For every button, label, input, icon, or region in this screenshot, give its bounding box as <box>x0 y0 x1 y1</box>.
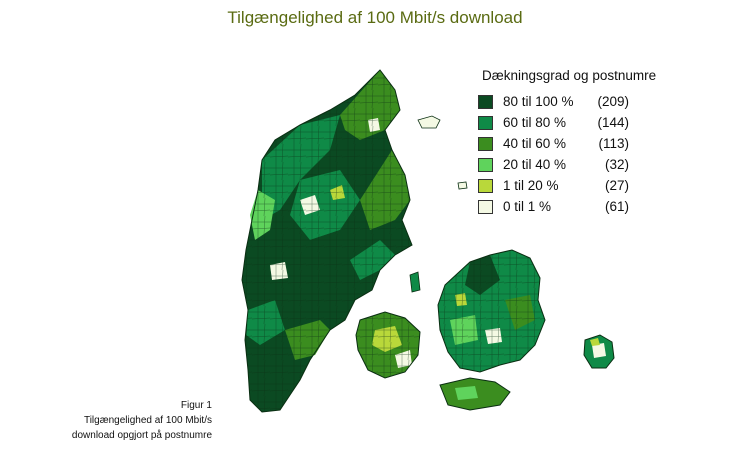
legend-swatch <box>478 136 493 151</box>
legend-range: 40 til 60 % <box>503 136 567 151</box>
legend-swatch <box>478 178 493 193</box>
legend-swatch <box>478 199 493 214</box>
caption-figure-number: Figur 1 <box>180 400 212 411</box>
figure-caption: Figur 1 Tilgængelighed af 100 Mbit/s dow… <box>40 398 212 443</box>
legend-swatch <box>478 157 493 172</box>
legend-item: 80 til 100 % (209) <box>478 91 708 112</box>
legend: Dækningsgrad og postnumre 80 til 100 % (… <box>478 68 708 217</box>
legend-title: Dækningsgrad og postnumre <box>482 68 657 83</box>
legend-item: 20 til 40 % (32) <box>478 154 708 175</box>
legend-item: 40 til 60 % (113) <box>478 133 708 154</box>
legend-count: (61) <box>604 199 629 214</box>
legend-count: (113) <box>598 136 629 151</box>
legend-item: 0 til 1 % (61) <box>478 196 708 217</box>
caption-line: Tilgængelighed af 100 Mbit/s <box>83 415 212 426</box>
legend-swatch <box>478 115 493 130</box>
legend-count: (209) <box>597 94 629 109</box>
legend-range: 60 til 80 % <box>503 115 567 130</box>
legend-count: (27) <box>604 178 629 193</box>
legend-range: 1 til 20 % <box>503 178 559 193</box>
island-anholt <box>457 181 468 190</box>
island-laeso <box>417 115 441 129</box>
legend-item: 1 til 20 % (27) <box>478 175 708 196</box>
legend-range: 20 til 40 % <box>503 157 567 172</box>
legend-range: 80 til 100 % <box>503 94 574 109</box>
legend-swatch <box>478 94 493 109</box>
legend-item: 60 til 80 % (144) <box>478 112 708 133</box>
legend-count: (32) <box>604 157 629 172</box>
island-samso <box>409 271 421 293</box>
legend-range: 0 til 1 % <box>503 199 552 214</box>
legend-count: (144) <box>597 115 629 130</box>
region-jutland-texture <box>241 69 413 413</box>
caption-line: download opgjort på postnumre <box>71 430 212 441</box>
map-title: Tilgængelighed af 100 Mbit/s download <box>227 8 523 27</box>
